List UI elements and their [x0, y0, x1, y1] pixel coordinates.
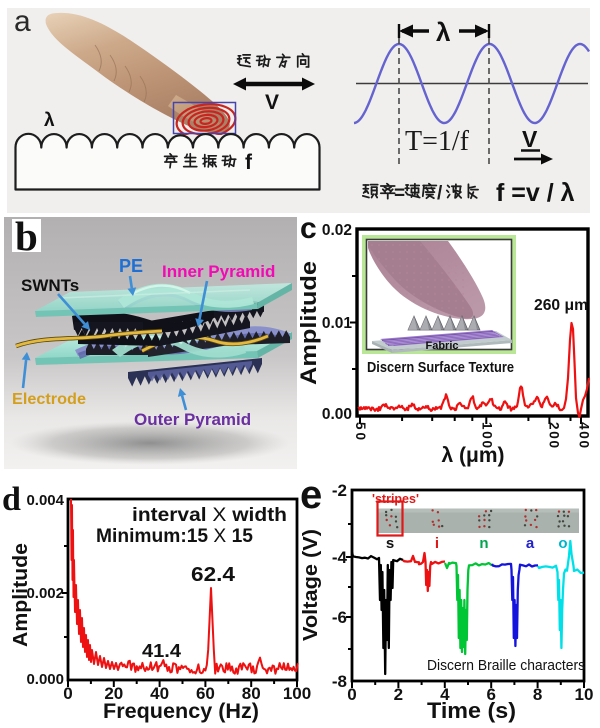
svg-text:Frequency (Hz): Frequency (Hz) — [103, 700, 259, 723]
svg-text:interval X width: interval X width — [132, 505, 287, 526]
svg-text:d: d — [2, 481, 21, 518]
svg-text:-2: -2 — [332, 481, 347, 500]
svg-text:-6: -6 — [332, 608, 347, 627]
svg-text:i: i — [435, 535, 439, 552]
svg-text:400: 400 — [577, 422, 592, 448]
svg-text:-8: -8 — [332, 672, 347, 691]
svg-text:0.000: 0.000 — [26, 671, 64, 688]
svg-text:λ (μm): λ (μm) — [441, 444, 504, 467]
svg-text:Time (s): Time (s) — [427, 698, 516, 723]
svg-text:Outer Pyramid: Outer Pyramid — [134, 410, 251, 429]
svg-text:0.002: 0.002 — [26, 585, 64, 602]
svg-text:Inner Pyramid: Inner Pyramid — [162, 262, 275, 281]
svg-text:n: n — [479, 535, 488, 552]
svg-text:Fabric: Fabric — [425, 340, 458, 352]
svg-text:0: 0 — [347, 685, 356, 704]
svg-text:b: b — [15, 213, 38, 259]
svg-text:λ: λ — [44, 110, 55, 131]
svg-text:0.01: 0.01 — [322, 315, 353, 332]
svg-text:4: 4 — [440, 685, 450, 704]
svg-text:o: o — [558, 535, 567, 552]
svg-text:c: c — [300, 212, 317, 245]
svg-text:f =v / λ: f =v / λ — [496, 179, 575, 207]
svg-text:SWNTs: SWNTs — [21, 276, 79, 295]
svg-text:Voltage (V): Voltage (V) — [300, 529, 322, 641]
svg-text:41.4: 41.4 — [142, 641, 181, 661]
svg-text:0: 0 — [63, 684, 72, 703]
svg-text:=: = — [394, 183, 405, 204]
svg-text:Discern Surface Texture: Discern Surface Texture — [367, 360, 514, 376]
svg-text:a: a — [526, 535, 535, 552]
svg-text:200: 200 — [547, 422, 562, 448]
svg-text:Minimum:15 X 15: Minimum:15 X 15 — [96, 526, 253, 547]
svg-text:0.02: 0.02 — [322, 222, 352, 239]
svg-text:-4: -4 — [332, 548, 348, 567]
svg-text:PE: PE — [119, 256, 143, 276]
svg-text:80: 80 — [242, 684, 261, 703]
svg-text:100: 100 — [479, 422, 494, 448]
svg-text:62.4: 62.4 — [191, 564, 236, 586]
svg-text:Discern Braille characters: Discern Braille characters — [427, 657, 585, 674]
svg-text:T=1/f: T=1/f — [405, 126, 470, 157]
svg-text:e: e — [300, 473, 322, 517]
svg-text:λ: λ — [436, 17, 451, 47]
svg-text:V: V — [265, 91, 279, 114]
svg-text:2: 2 — [394, 685, 403, 704]
svg-text:Electrode: Electrode — [12, 391, 86, 408]
svg-text:V: V — [522, 126, 538, 152]
svg-text:8: 8 — [533, 685, 542, 704]
svg-text:40: 40 — [150, 684, 169, 703]
svg-text:6: 6 — [486, 685, 495, 704]
svg-text:20: 20 — [104, 684, 123, 703]
svg-text:0.00: 0.00 — [322, 406, 352, 423]
svg-text:/: / — [437, 183, 443, 204]
svg-text:10: 10 — [575, 685, 594, 704]
svg-text:60: 60 — [196, 684, 215, 703]
svg-text:0.004: 0.004 — [26, 492, 64, 509]
svg-text:260 μm: 260 μm — [534, 297, 588, 314]
svg-text:100: 100 — [283, 684, 311, 703]
svg-text:'stripes': 'stripes' — [372, 492, 419, 506]
svg-text:f: f — [245, 151, 253, 174]
svg-text:Amplitude: Amplitude — [296, 261, 321, 385]
svg-text:s: s — [386, 535, 394, 552]
svg-text:Amplitude: Amplitude — [10, 543, 32, 647]
svg-text:a: a — [14, 5, 31, 38]
